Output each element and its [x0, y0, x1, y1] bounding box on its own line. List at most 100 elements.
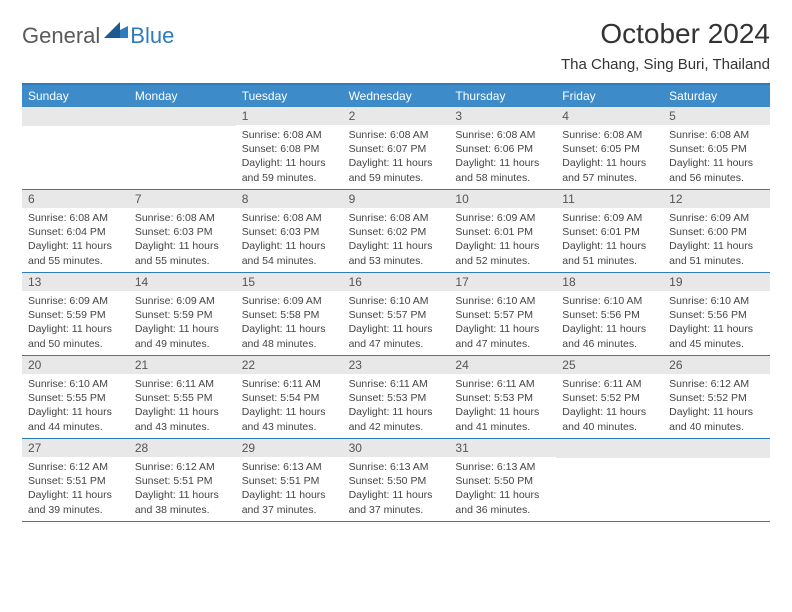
day-number: 29	[236, 439, 343, 457]
day-body: Sunrise: 6:08 AMSunset: 6:04 PMDaylight:…	[22, 208, 129, 272]
day-number: 3	[449, 107, 556, 125]
day-number: 30	[343, 439, 450, 457]
day-cell: 15Sunrise: 6:09 AMSunset: 5:58 PMDayligh…	[236, 273, 343, 355]
day-body: Sunrise: 6:09 AMSunset: 5:59 PMDaylight:…	[22, 291, 129, 355]
day-cell: 22Sunrise: 6:11 AMSunset: 5:54 PMDayligh…	[236, 356, 343, 438]
weekday-cell: Wednesday	[343, 85, 450, 107]
day-cell: 17Sunrise: 6:10 AMSunset: 5:57 PMDayligh…	[449, 273, 556, 355]
day-cell: 26Sunrise: 6:12 AMSunset: 5:52 PMDayligh…	[663, 356, 770, 438]
empty-day-bar	[129, 107, 236, 126]
month-title: October 2024	[561, 18, 770, 50]
day-body: Sunrise: 6:10 AMSunset: 5:55 PMDaylight:…	[22, 374, 129, 438]
day-cell	[129, 107, 236, 189]
day-body: Sunrise: 6:08 AMSunset: 6:03 PMDaylight:…	[129, 208, 236, 272]
day-body: Sunrise: 6:11 AMSunset: 5:54 PMDaylight:…	[236, 374, 343, 438]
day-body: Sunrise: 6:12 AMSunset: 5:51 PMDaylight:…	[22, 457, 129, 521]
day-cell: 25Sunrise: 6:11 AMSunset: 5:52 PMDayligh…	[556, 356, 663, 438]
day-body: Sunrise: 6:09 AMSunset: 5:58 PMDaylight:…	[236, 291, 343, 355]
weekday-cell: Friday	[556, 85, 663, 107]
empty-day-bar	[556, 439, 663, 458]
day-cell: 11Sunrise: 6:09 AMSunset: 6:01 PMDayligh…	[556, 190, 663, 272]
day-number: 8	[236, 190, 343, 208]
day-number: 26	[663, 356, 770, 374]
day-body: Sunrise: 6:13 AMSunset: 5:50 PMDaylight:…	[343, 457, 450, 521]
day-number: 14	[129, 273, 236, 291]
title-block: October 2024 Tha Chang, Sing Buri, Thail…	[561, 18, 770, 73]
day-cell: 13Sunrise: 6:09 AMSunset: 5:59 PMDayligh…	[22, 273, 129, 355]
day-number: 21	[129, 356, 236, 374]
day-number: 24	[449, 356, 556, 374]
day-body: Sunrise: 6:13 AMSunset: 5:51 PMDaylight:…	[236, 457, 343, 521]
logo-text-general: General	[22, 23, 100, 49]
day-number: 11	[556, 190, 663, 208]
day-body: Sunrise: 6:10 AMSunset: 5:57 PMDaylight:…	[449, 291, 556, 355]
day-cell: 8Sunrise: 6:08 AMSunset: 6:03 PMDaylight…	[236, 190, 343, 272]
day-cell: 9Sunrise: 6:08 AMSunset: 6:02 PMDaylight…	[343, 190, 450, 272]
day-cell: 14Sunrise: 6:09 AMSunset: 5:59 PMDayligh…	[129, 273, 236, 355]
day-number: 1	[236, 107, 343, 125]
day-body: Sunrise: 6:11 AMSunset: 5:53 PMDaylight:…	[449, 374, 556, 438]
day-body: Sunrise: 6:08 AMSunset: 6:05 PMDaylight:…	[663, 125, 770, 189]
weekday-cell: Sunday	[22, 85, 129, 107]
day-cell: 2Sunrise: 6:08 AMSunset: 6:07 PMDaylight…	[343, 107, 450, 189]
day-cell: 5Sunrise: 6:08 AMSunset: 6:05 PMDaylight…	[663, 107, 770, 189]
day-cell: 6Sunrise: 6:08 AMSunset: 6:04 PMDaylight…	[22, 190, 129, 272]
day-number: 16	[343, 273, 450, 291]
day-body: Sunrise: 6:09 AMSunset: 5:59 PMDaylight:…	[129, 291, 236, 355]
weekday-cell: Tuesday	[236, 85, 343, 107]
day-number: 25	[556, 356, 663, 374]
day-cell: 16Sunrise: 6:10 AMSunset: 5:57 PMDayligh…	[343, 273, 450, 355]
day-cell: 21Sunrise: 6:11 AMSunset: 5:55 PMDayligh…	[129, 356, 236, 438]
day-cell: 28Sunrise: 6:12 AMSunset: 5:51 PMDayligh…	[129, 439, 236, 521]
day-cell: 30Sunrise: 6:13 AMSunset: 5:50 PMDayligh…	[343, 439, 450, 521]
day-body: Sunrise: 6:10 AMSunset: 5:56 PMDaylight:…	[556, 291, 663, 355]
logo-shape-icon	[104, 22, 128, 43]
day-number: 20	[22, 356, 129, 374]
day-body: Sunrise: 6:12 AMSunset: 5:52 PMDaylight:…	[663, 374, 770, 438]
day-body: Sunrise: 6:08 AMSunset: 6:05 PMDaylight:…	[556, 125, 663, 189]
day-number: 15	[236, 273, 343, 291]
day-body: Sunrise: 6:08 AMSunset: 6:03 PMDaylight:…	[236, 208, 343, 272]
day-number: 28	[129, 439, 236, 457]
day-body: Sunrise: 6:08 AMSunset: 6:08 PMDaylight:…	[236, 125, 343, 189]
calendar: SundayMondayTuesdayWednesdayThursdayFrid…	[22, 83, 770, 522]
day-cell: 1Sunrise: 6:08 AMSunset: 6:08 PMDaylight…	[236, 107, 343, 189]
day-cell	[556, 439, 663, 521]
day-number: 23	[343, 356, 450, 374]
day-body: Sunrise: 6:10 AMSunset: 5:56 PMDaylight:…	[663, 291, 770, 355]
day-body: Sunrise: 6:09 AMSunset: 6:01 PMDaylight:…	[449, 208, 556, 272]
day-number: 6	[22, 190, 129, 208]
day-cell: 3Sunrise: 6:08 AMSunset: 6:06 PMDaylight…	[449, 107, 556, 189]
day-body: Sunrise: 6:09 AMSunset: 6:00 PMDaylight:…	[663, 208, 770, 272]
day-number: 7	[129, 190, 236, 208]
day-number: 13	[22, 273, 129, 291]
day-cell: 10Sunrise: 6:09 AMSunset: 6:01 PMDayligh…	[449, 190, 556, 272]
day-cell: 23Sunrise: 6:11 AMSunset: 5:53 PMDayligh…	[343, 356, 450, 438]
day-number: 12	[663, 190, 770, 208]
day-cell	[663, 439, 770, 521]
day-number: 27	[22, 439, 129, 457]
day-body: Sunrise: 6:10 AMSunset: 5:57 PMDaylight:…	[343, 291, 450, 355]
day-number: 19	[663, 273, 770, 291]
weeks-container: 1Sunrise: 6:08 AMSunset: 6:08 PMDaylight…	[22, 107, 770, 522]
day-body: Sunrise: 6:08 AMSunset: 6:06 PMDaylight:…	[449, 125, 556, 189]
empty-day-bar	[22, 107, 129, 126]
week-row: 20Sunrise: 6:10 AMSunset: 5:55 PMDayligh…	[22, 356, 770, 439]
day-number: 10	[449, 190, 556, 208]
day-body: Sunrise: 6:08 AMSunset: 6:02 PMDaylight:…	[343, 208, 450, 272]
day-body: Sunrise: 6:09 AMSunset: 6:01 PMDaylight:…	[556, 208, 663, 272]
day-number: 2	[343, 107, 450, 125]
week-row: 6Sunrise: 6:08 AMSunset: 6:04 PMDaylight…	[22, 190, 770, 273]
day-cell: 4Sunrise: 6:08 AMSunset: 6:05 PMDaylight…	[556, 107, 663, 189]
week-row: 27Sunrise: 6:12 AMSunset: 5:51 PMDayligh…	[22, 439, 770, 522]
day-number: 17	[449, 273, 556, 291]
weekday-cell: Monday	[129, 85, 236, 107]
day-cell: 31Sunrise: 6:13 AMSunset: 5:50 PMDayligh…	[449, 439, 556, 521]
day-cell: 20Sunrise: 6:10 AMSunset: 5:55 PMDayligh…	[22, 356, 129, 438]
location: Tha Chang, Sing Buri, Thailand	[561, 56, 770, 73]
day-cell: 29Sunrise: 6:13 AMSunset: 5:51 PMDayligh…	[236, 439, 343, 521]
day-number: 22	[236, 356, 343, 374]
day-cell: 19Sunrise: 6:10 AMSunset: 5:56 PMDayligh…	[663, 273, 770, 355]
day-body: Sunrise: 6:11 AMSunset: 5:52 PMDaylight:…	[556, 374, 663, 438]
day-cell: 18Sunrise: 6:10 AMSunset: 5:56 PMDayligh…	[556, 273, 663, 355]
